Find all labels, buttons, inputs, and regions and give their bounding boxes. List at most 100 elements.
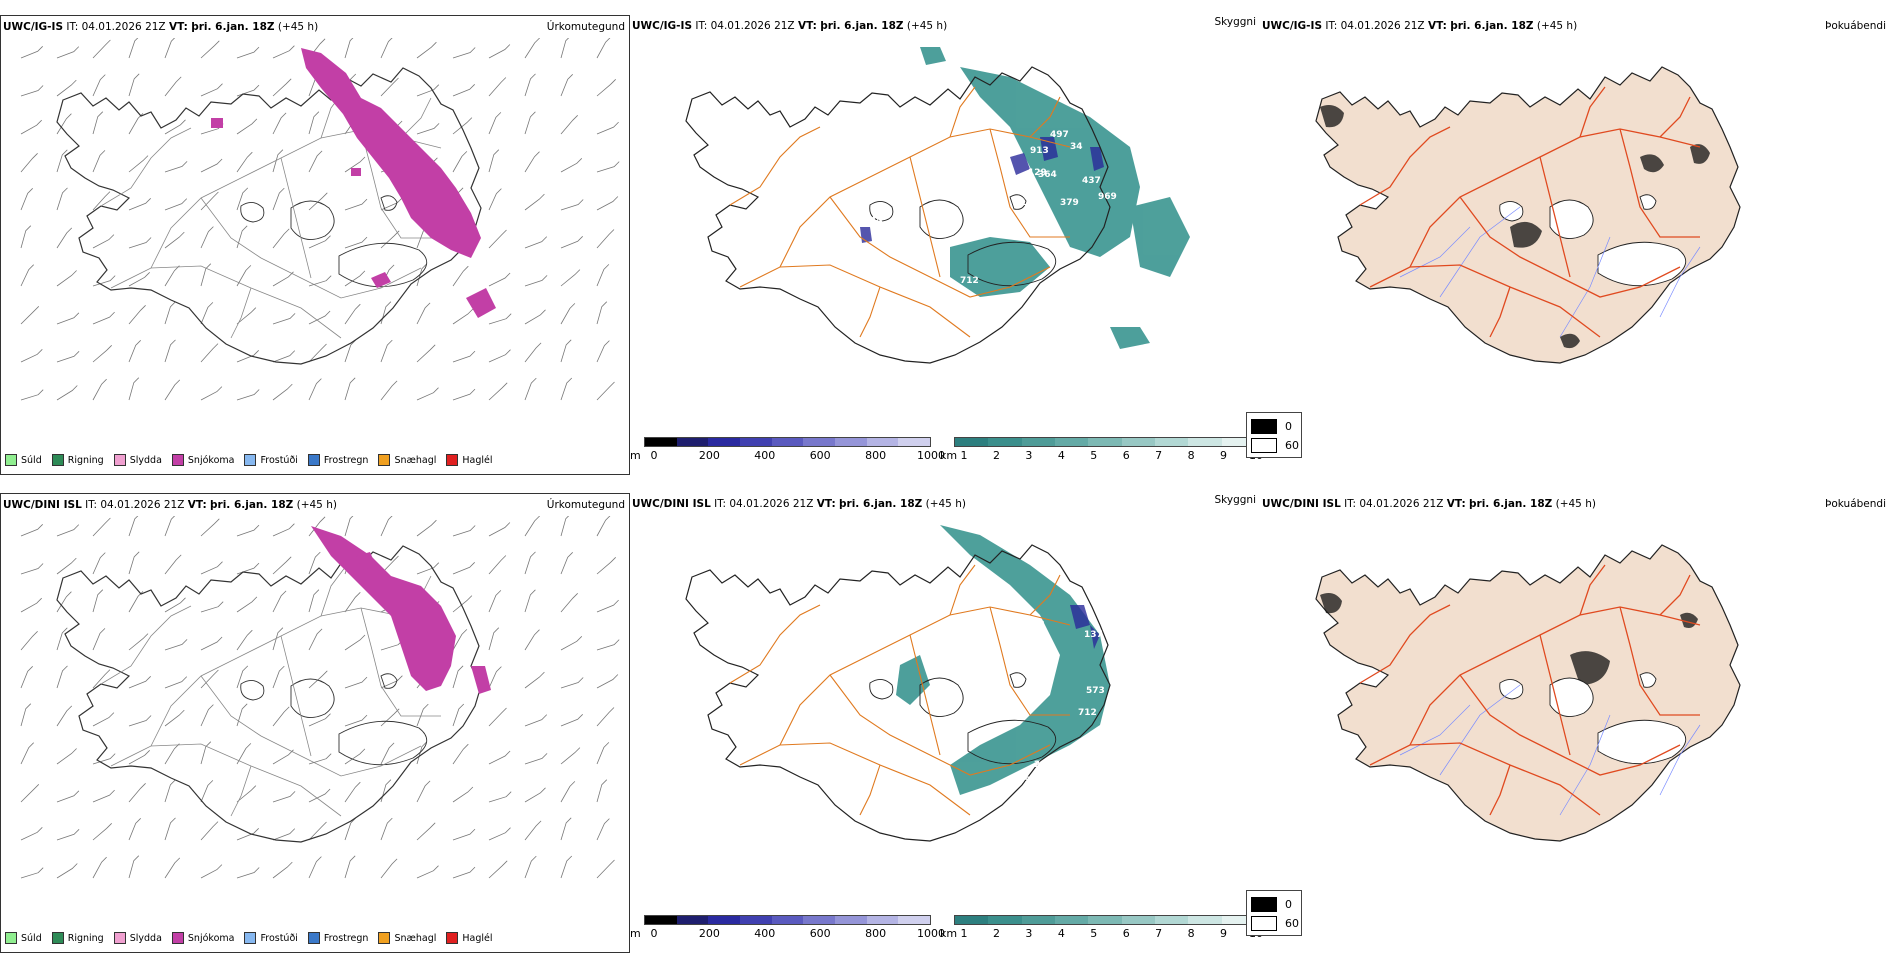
wind-barb bbox=[20, 666, 33, 689]
wind-barb bbox=[560, 158, 583, 173]
snow-patch bbox=[211, 118, 223, 128]
wind-barb bbox=[596, 79, 616, 97]
precip-legend-item: Súld bbox=[5, 454, 42, 466]
wind-barb bbox=[452, 866, 476, 879]
road-line bbox=[230, 287, 252, 339]
ceiling-label: 840 bbox=[970, 698, 989, 708]
wind-barb bbox=[416, 387, 439, 401]
road-line bbox=[1359, 604, 1451, 684]
vt-label: VT: bbox=[797, 20, 817, 32]
wind-barb bbox=[56, 665, 68, 689]
road-line bbox=[829, 674, 1051, 776]
wind-barb bbox=[92, 789, 115, 803]
wind-barb bbox=[416, 562, 440, 575]
wind-barb bbox=[380, 301, 392, 325]
colorbar-segment bbox=[1088, 916, 1122, 924]
precip-legend-item: Frostúði bbox=[244, 454, 298, 466]
legend-label: Frostregn bbox=[323, 932, 369, 944]
colorbar-unit: m bbox=[630, 449, 641, 462]
wind-barb bbox=[272, 149, 284, 173]
wind-barb bbox=[524, 73, 536, 97]
colorbar-tick: 6 bbox=[1122, 449, 1130, 462]
wind-barb bbox=[92, 552, 106, 575]
wind-barb bbox=[92, 191, 111, 211]
wind-barb bbox=[308, 192, 328, 211]
wind-barb bbox=[236, 265, 252, 287]
glacier-outline bbox=[1499, 672, 1687, 765]
wind-barb bbox=[488, 522, 511, 537]
wind-barb bbox=[344, 714, 368, 727]
wind-barb bbox=[56, 149, 68, 173]
wind-barb bbox=[200, 40, 220, 59]
colorbar-tick: 1000 bbox=[917, 449, 945, 462]
ceiling-label: 61 bbox=[970, 206, 983, 216]
it-value: 04.01.2026 21Z bbox=[81, 21, 166, 33]
wind-barb bbox=[524, 111, 536, 135]
panel-title: Úrkomutegund bbox=[546, 21, 625, 33]
wind-barb bbox=[416, 519, 437, 537]
wind-barb bbox=[308, 551, 321, 575]
legend-swatch bbox=[51, 932, 64, 944]
wind-barb bbox=[416, 865, 439, 879]
wind-barb bbox=[272, 45, 295, 59]
wind-barb bbox=[236, 350, 259, 363]
river-line bbox=[1659, 246, 1701, 318]
colorbar-segment bbox=[1221, 916, 1255, 924]
wind-barb bbox=[92, 111, 104, 135]
wind-barb bbox=[164, 857, 181, 879]
river-line bbox=[1559, 714, 1611, 816]
precip-legend-item: Frostregn bbox=[307, 932, 369, 944]
wind-barb bbox=[560, 781, 576, 803]
it-value: 04.01.2026 21Z bbox=[1359, 498, 1444, 510]
fog-key-swatch-0 bbox=[1251, 419, 1277, 434]
wind-barb bbox=[416, 84, 440, 97]
wind-barb bbox=[380, 779, 392, 803]
wind-barb bbox=[488, 313, 512, 325]
vt-label: VT: bbox=[816, 498, 836, 510]
road-line bbox=[729, 604, 821, 684]
legend-swatch bbox=[244, 454, 257, 466]
wind-barb bbox=[92, 150, 106, 173]
fog-key: 0 60 bbox=[1246, 412, 1302, 458]
roads bbox=[729, 86, 1071, 338]
colorbar-segment bbox=[645, 916, 677, 924]
wind-barb bbox=[416, 703, 429, 727]
legend-swatch bbox=[378, 454, 391, 466]
legend-swatch bbox=[171, 454, 184, 466]
model-name: UWC/DINI ISL bbox=[1262, 498, 1341, 510]
precip-map bbox=[20, 38, 620, 401]
wind-barb bbox=[596, 818, 610, 841]
snow-patch bbox=[471, 666, 491, 694]
fog-patch bbox=[1690, 144, 1710, 164]
wind-barb bbox=[308, 628, 323, 651]
fog-patch bbox=[1640, 154, 1664, 173]
wind-barb bbox=[272, 112, 287, 135]
road-line bbox=[230, 765, 252, 817]
precip-panel-bottom: UWC/DINI ISL IT: 04.01.2026 21Z VT: þri.… bbox=[0, 493, 630, 953]
wind-barb bbox=[488, 112, 502, 135]
colorbar-segment bbox=[898, 438, 930, 446]
roads bbox=[1359, 564, 1701, 816]
wind-barb bbox=[56, 790, 80, 803]
precip-legend-item: Slydda bbox=[113, 932, 162, 944]
wind-barb bbox=[488, 349, 511, 363]
lead-time: (+45 h) bbox=[296, 499, 337, 511]
wind-barb bbox=[560, 855, 573, 879]
colorbar-segment bbox=[1221, 438, 1255, 446]
visibility-patch bbox=[940, 525, 1110, 795]
wind-barb bbox=[416, 263, 428, 287]
wind-barb bbox=[308, 670, 328, 689]
fog-key-label: 60 bbox=[1285, 917, 1299, 930]
precip-legend: Súld Rigning Slydda Snjókoma Frostúði Frostre… bbox=[5, 452, 493, 468]
wind-barb bbox=[272, 828, 296, 841]
wind-barb bbox=[344, 377, 356, 401]
wind-barb bbox=[488, 627, 500, 651]
road-line bbox=[859, 764, 881, 816]
colorbar-tick: 4 bbox=[1057, 927, 1065, 940]
precip-legend-item: Slydda bbox=[113, 454, 162, 466]
colorbar-strip bbox=[644, 437, 931, 447]
road-line bbox=[360, 129, 441, 239]
wind-barb bbox=[344, 270, 366, 287]
wind-barb bbox=[200, 780, 214, 803]
wind-barb bbox=[488, 666, 502, 689]
